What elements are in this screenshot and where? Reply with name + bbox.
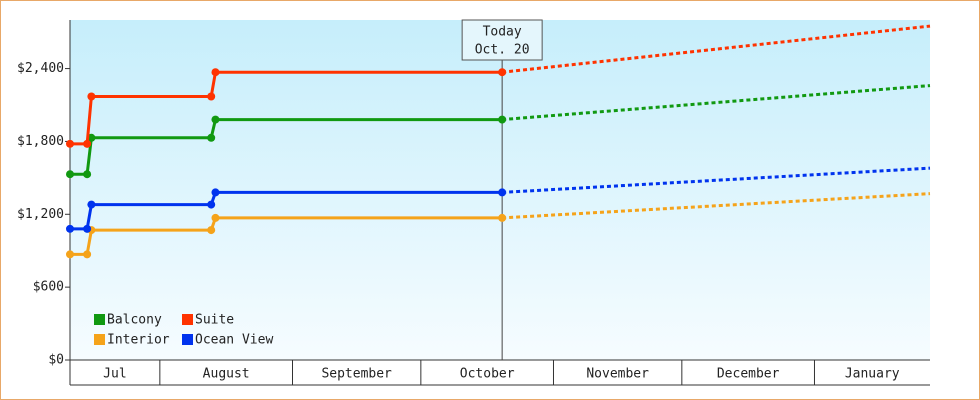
y-tick-label: $2,400 (17, 61, 64, 76)
series-point (498, 213, 507, 222)
x-tick-label: September (321, 367, 392, 382)
x-tick-label: October (460, 367, 515, 382)
series-point (498, 115, 507, 124)
x-tick-label: August (203, 367, 250, 382)
today-box (461, 19, 543, 61)
legend-label: Balcony (107, 313, 162, 328)
series-point (207, 226, 216, 235)
series-point (66, 170, 74, 179)
series-point (207, 200, 216, 209)
legend-swatch (182, 314, 193, 325)
legend-label: Suite (195, 313, 234, 328)
series-point (87, 133, 96, 142)
forecast-line (501, 24, 931, 74)
series-point (66, 224, 74, 233)
legend-label: Interior (107, 333, 170, 348)
series-point (498, 188, 507, 197)
x-tick-label: January (845, 367, 900, 382)
series-point (83, 170, 92, 179)
x-tick-label: Jul (103, 367, 126, 382)
series-point (83, 224, 92, 233)
series-point (211, 68, 220, 77)
series-point (211, 115, 220, 124)
series-point (207, 133, 216, 142)
series-point (83, 250, 92, 259)
series-point (66, 139, 74, 148)
x-tick-label: December (717, 367, 780, 382)
series-point (211, 213, 220, 222)
legend-label: Ocean View (195, 333, 273, 348)
forecast-line (502, 192, 931, 220)
y-tick-label: $1,200 (17, 207, 64, 222)
legend-swatch (94, 334, 105, 345)
series-point (87, 200, 96, 209)
series-point (207, 92, 216, 101)
forecast-line (502, 84, 931, 122)
x-tick-label: November (586, 367, 649, 382)
series-point (498, 68, 507, 77)
today-label: Today (483, 25, 522, 40)
legend-swatch (182, 334, 193, 345)
y-tick-label: $1,800 (17, 134, 64, 149)
legend-swatch (94, 314, 105, 325)
series-point (83, 139, 92, 148)
today-label: Oct. 20 (475, 43, 530, 58)
forecast-line (502, 166, 931, 194)
series-point (87, 92, 96, 101)
y-tick-label: $0 (48, 353, 64, 368)
series-point (211, 188, 220, 197)
series-point (66, 250, 74, 259)
y-tick-label: $600 (33, 280, 64, 295)
